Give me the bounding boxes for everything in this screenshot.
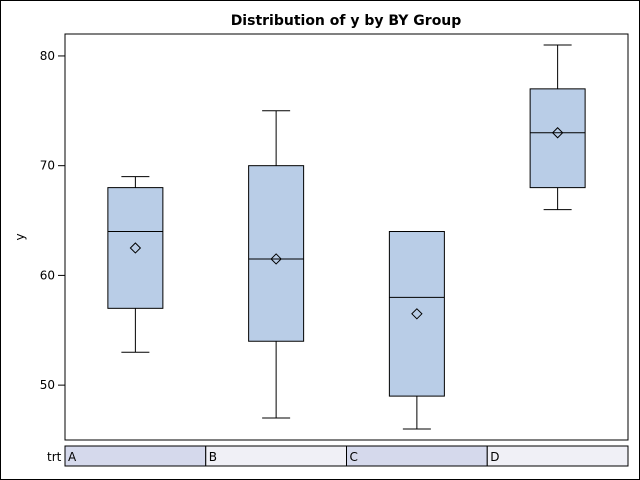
y-tick-label: 50 (40, 378, 55, 392)
plot-area (64, 33, 629, 441)
group-cell-c (346, 445, 488, 467)
group-cell-label: A (68, 450, 77, 464)
chart-title: Distribution of y by BY Group (231, 13, 462, 29)
group-label-strip: trt A B C D (47, 445, 629, 467)
mean-marker (129, 242, 142, 254)
group-cell-label: B (209, 450, 217, 464)
box-a (107, 176, 164, 353)
y-axis: 50 60 70 80 (40, 49, 65, 392)
box-series (107, 44, 586, 430)
iqr-box (388, 231, 445, 397)
mean-marker (411, 308, 423, 320)
box-c (388, 231, 445, 430)
group-cell-label: D (490, 450, 499, 464)
group-cell-d (486, 445, 629, 467)
group-variable-label: trt (47, 450, 62, 464)
box-d (529, 44, 586, 211)
iqr-box (107, 187, 164, 309)
group-cell-label: C (350, 450, 358, 464)
group-cell-a (64, 445, 207, 467)
y-tick-label: 70 (40, 159, 55, 173)
box-b (248, 110, 305, 419)
y-axis-label: y (13, 233, 27, 240)
group-cell-b (205, 445, 347, 467)
mean-marker (551, 127, 564, 139)
y-tick-label: 60 (40, 268, 55, 282)
y-tick-label: 80 (40, 49, 55, 63)
mean-marker (270, 253, 282, 265)
